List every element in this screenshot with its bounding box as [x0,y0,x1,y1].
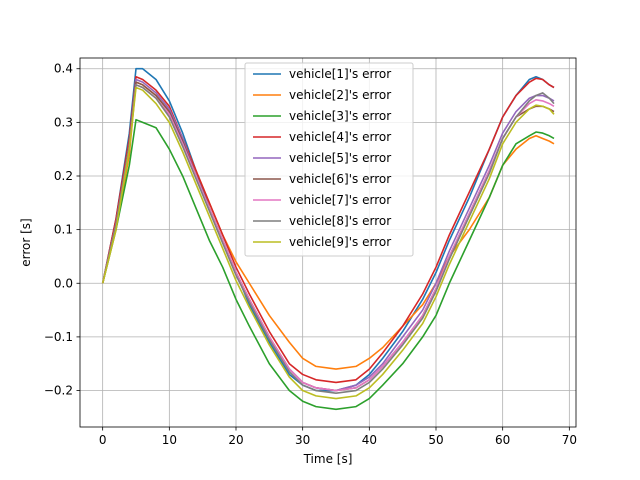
x-tick-label: 40 [362,433,377,447]
legend-label: vehicle[9]'s error [289,235,391,249]
x-tick-label: 20 [228,433,243,447]
x-tick-label: 60 [495,433,510,447]
series-line-vehicle-4 [101,75,555,384]
x-tick-label: 10 [162,433,177,447]
legend-label: vehicle[3]'s error [289,109,391,123]
legend-box [244,62,414,257]
y-tick-label: −0.2 [44,384,73,398]
y-tick-label: 0.2 [54,169,73,183]
y-tick-label: 0.4 [54,62,73,76]
y-axis-label: error [s] [19,218,33,266]
x-tick-label: 50 [428,433,443,447]
legend-label: vehicle[8]'s error [289,214,391,228]
x-tick-label: 70 [562,433,577,447]
x-axis-label: Time [s] [303,452,353,466]
legend-label: vehicle[7]'s error [289,193,391,207]
y-tick-label: 0.0 [54,276,73,290]
series-lines [101,67,555,411]
legend: vehicle[1]'s error vehicle[2]'s error vehi… [244,62,414,257]
series-line-vehicle-9 [101,86,555,400]
series-line-vehicle-3 [101,118,555,411]
legend-label: vehicle[1]'s error [289,67,391,81]
x-tick-label: 0 [99,433,107,447]
legend-label: vehicle[6]'s error [289,172,391,186]
plot-frame [79,57,577,428]
y-tick-label: 0.3 [54,115,73,129]
legend-label: vehicle[5]'s error [289,151,391,165]
y-tick-label: 0.1 [54,223,73,237]
x-tick-label: 30 [295,433,310,447]
y-tick-label: −0.1 [44,330,73,344]
series-line-vehicle-8 [101,84,555,395]
legend-label: vehicle[2]'s error [289,88,391,102]
legend-label: vehicle[4]'s error [289,130,391,144]
axis-ticks: 0 10 20 30 40 50 60 70 −0.2 −0.1 0.0 0.1 0.2 0.3 0.4 [44,62,577,447]
